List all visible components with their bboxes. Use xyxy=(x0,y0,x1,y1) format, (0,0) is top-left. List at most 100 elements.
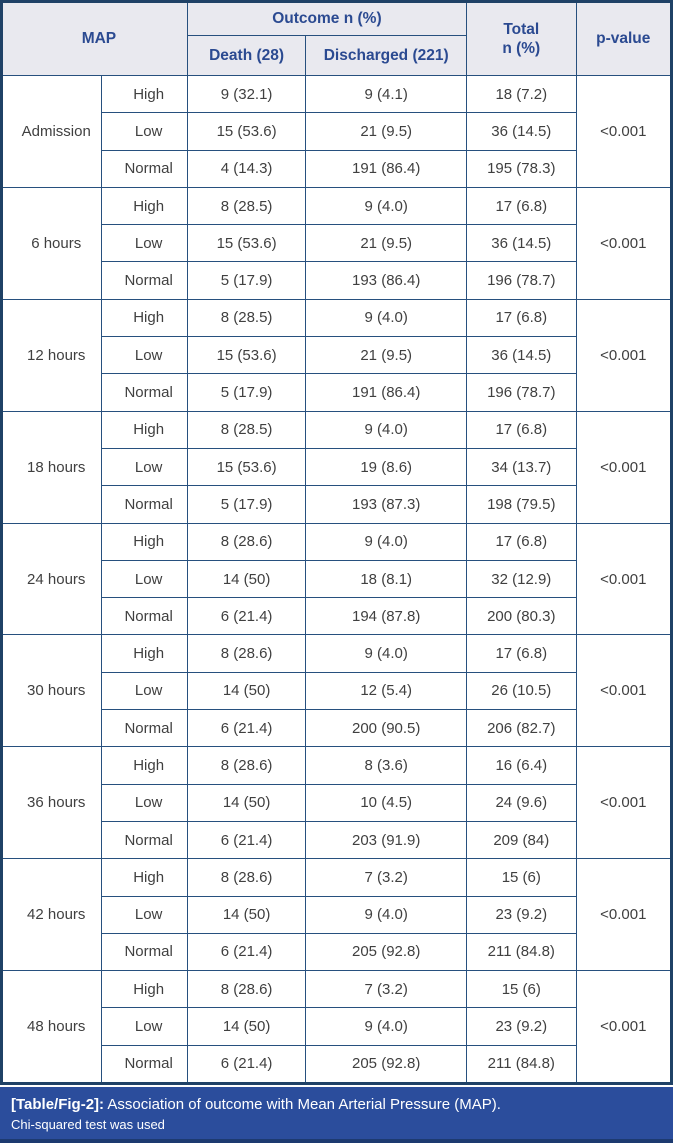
table-row: Low 14 (50) 18 (8.1) 32 (12.9) xyxy=(2,559,672,599)
map-time-cell: 30 hours xyxy=(0,634,103,748)
table-row: Normal 6 (21.4) 205 (92.8) 211 (84.8) xyxy=(2,932,672,972)
table-row: 42 hours High 8 (28.6) 7 (3.2) 15 (6) <0.001 xyxy=(0,858,673,972)
map-time-cell: 24 hours xyxy=(0,522,103,636)
map-level-cell: Normal xyxy=(101,149,188,188)
total-cell: 24 (9.6) xyxy=(466,783,577,822)
discharged-cell: 193 (86.4) xyxy=(305,261,468,300)
total-cell: 34 (13.7) xyxy=(466,447,577,487)
p-value-cell: <0.001 xyxy=(575,298,673,412)
total-cell: 15 (6) xyxy=(466,858,577,897)
table-row: 12 hours High 8 (28.5) 9 (4.0) 17 (6.8) <0.00… xyxy=(0,298,673,412)
caption-label: [Table/Fig-2]: xyxy=(11,1096,105,1114)
death-cell: 5 (17.9) xyxy=(186,261,307,300)
total-cell: 16 (6.4) xyxy=(466,746,577,785)
death-cell: 14 (50) xyxy=(186,783,307,822)
map-level-cell: Low xyxy=(101,112,188,151)
discharged-cell: 19 (8.6) xyxy=(305,447,468,487)
discharged-cell: 9 (4.0) xyxy=(305,895,468,934)
table-row: Low 15 (53.6) 21 (9.5) 36 (14.5) xyxy=(2,224,672,263)
header-total: Total n (%) xyxy=(466,1,577,76)
map-time-cell: 6 hours xyxy=(0,186,103,300)
header-death: Death (28) xyxy=(186,35,307,76)
header-total-line1: Total xyxy=(503,20,540,38)
map-level-cell: High xyxy=(101,858,188,897)
death-cell: 4 (14.3) xyxy=(186,149,307,188)
discharged-cell: 9 (4.0) xyxy=(305,1007,468,1046)
discharged-cell: 9 (4.0) xyxy=(305,634,468,673)
discharged-cell: 10 (4.5) xyxy=(305,783,468,822)
total-cell: 36 (14.5) xyxy=(466,112,577,151)
caption-text: Association of outcome with Mean Arteria… xyxy=(104,1096,501,1114)
discharged-cell: 21 (9.5) xyxy=(305,112,468,151)
p-value-cell: <0.001 xyxy=(575,858,673,972)
map-level-cell: Low xyxy=(101,671,188,711)
p-value-cell: <0.001 xyxy=(575,746,673,860)
discharged-cell: 18 (8.1) xyxy=(305,559,468,599)
discharged-cell: 9 (4.0) xyxy=(305,410,468,449)
table-row: 30 hours High 8 (28.6) 9 (4.0) 17 (6.8) <0.00… xyxy=(0,634,673,748)
total-cell: 26 (10.5) xyxy=(466,671,577,711)
total-cell: 198 (79.5) xyxy=(466,485,577,524)
table-row: 6 hours High 8 (28.5) 9 (4.0) 17 (6.8) <0.001 xyxy=(0,186,673,300)
table-row: Low 14 (50) 12 (5.4) 26 (10.5) xyxy=(2,671,672,711)
death-cell: 15 (53.6) xyxy=(186,224,307,263)
table-row: 24 hours High 8 (28.6) 9 (4.0) 17 (6.8) <0.00… xyxy=(0,522,673,636)
death-cell: 15 (53.6) xyxy=(186,112,307,151)
death-cell: 5 (17.9) xyxy=(186,373,307,412)
death-cell: 6 (21.4) xyxy=(186,932,307,972)
discharged-cell: 9 (4.0) xyxy=(305,298,468,338)
map-level-cell: Normal xyxy=(101,932,188,972)
table-row: 48 hours High 8 (28.6) 7 (3.2) 15 (6) <0.001 xyxy=(0,970,673,1085)
total-cell: 17 (6.8) xyxy=(466,634,577,673)
discharged-cell: 21 (9.5) xyxy=(305,224,468,263)
discharged-cell: 8 (3.6) xyxy=(305,746,468,785)
discharged-cell: 9 (4.0) xyxy=(305,522,468,561)
header-total-line2: n (%) xyxy=(502,40,541,57)
map-level-cell: High xyxy=(101,970,188,1009)
discharged-cell: 205 (92.8) xyxy=(305,932,468,972)
total-cell: 195 (78.3) xyxy=(466,149,577,188)
header-outcome: Outcome n (%) xyxy=(186,1,468,36)
total-cell: 211 (84.8) xyxy=(466,932,577,972)
map-time-cell: 36 hours xyxy=(0,746,103,860)
map-level-cell: Low xyxy=(101,895,188,934)
death-cell: 8 (28.6) xyxy=(186,522,307,561)
table-row: 36 hours High 8 (28.6) 8 (3.6) 16 (6.4) <0.00… xyxy=(0,746,673,860)
table-header: MAP Outcome n (%) Total n (%) p-value De… xyxy=(1,1,673,76)
discharged-cell: 12 (5.4) xyxy=(305,671,468,711)
map-level-cell: High xyxy=(101,74,188,114)
death-cell: 8 (28.6) xyxy=(186,746,307,785)
total-cell: 17 (6.8) xyxy=(466,186,577,226)
discharged-cell: 191 (86.4) xyxy=(305,149,468,188)
p-value-cell: <0.001 xyxy=(575,634,673,748)
map-level-cell: Normal xyxy=(101,820,188,860)
table-row: Low 14 (50) 10 (4.5) 24 (9.6) xyxy=(2,783,672,822)
total-cell: 211 (84.8) xyxy=(466,1044,577,1085)
caption-title: [Table/Fig-2]: Association of outcome wi… xyxy=(11,1094,662,1116)
table-row: Normal 4 (14.3) 191 (86.4) 195 (78.3) xyxy=(2,149,672,188)
table-caption: [Table/Fig-2]: Association of outcome wi… xyxy=(0,1087,673,1143)
discharged-cell: 191 (86.4) xyxy=(305,373,468,412)
header-row-1: MAP Outcome n (%) Total n (%) p-value xyxy=(1,1,673,76)
table-row: Low 15 (53.6) 21 (9.5) 36 (14.5) xyxy=(2,112,672,151)
total-cell: 15 (6) xyxy=(466,970,577,1009)
total-cell: 17 (6.8) xyxy=(466,298,577,338)
map-level-cell: High xyxy=(101,746,188,785)
death-cell: 6 (21.4) xyxy=(186,1044,307,1085)
discharged-cell: 7 (3.2) xyxy=(305,858,468,897)
table-row: Normal 5 (17.9) 193 (86.4) 196 (78.7) xyxy=(2,261,672,300)
total-cell: 36 (14.5) xyxy=(466,336,577,375)
map-level-cell: Low xyxy=(101,783,188,822)
death-cell: 8 (28.5) xyxy=(186,410,307,449)
p-value-cell: <0.001 xyxy=(575,186,673,300)
discharged-cell: 9 (4.0) xyxy=(305,186,468,226)
death-cell: 14 (50) xyxy=(186,671,307,711)
death-cell: 8 (28.6) xyxy=(186,970,307,1009)
map-level-cell: High xyxy=(101,186,188,226)
map-time-cell: 48 hours xyxy=(0,970,103,1085)
map-level-cell: High xyxy=(101,410,188,449)
total-cell: 23 (9.2) xyxy=(466,1007,577,1046)
map-level-cell: Low xyxy=(101,447,188,487)
total-cell: 17 (6.8) xyxy=(466,522,577,561)
table-row: 18 hours High 8 (28.5) 9 (4.0) 17 (6.8) <0.00… xyxy=(0,410,673,524)
